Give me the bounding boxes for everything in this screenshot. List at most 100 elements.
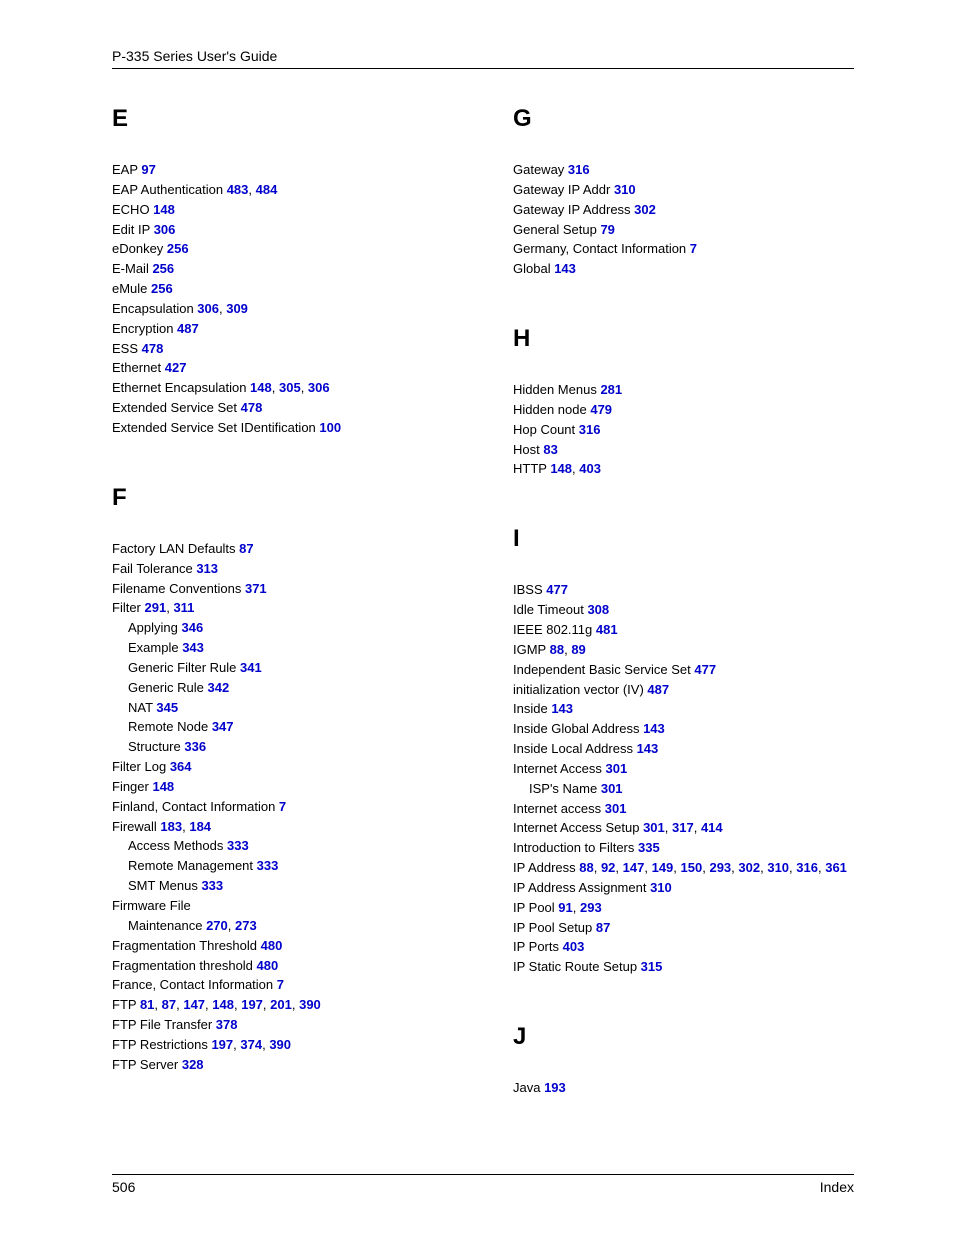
page-link[interactable]: 7 <box>277 977 284 992</box>
page-link[interactable]: 150 <box>681 860 703 875</box>
page-link[interactable]: 371 <box>245 581 267 596</box>
page-link[interactable]: 87 <box>162 997 176 1012</box>
page-link[interactable]: 317 <box>672 820 694 835</box>
page-link[interactable]: 293 <box>580 900 602 915</box>
page-link[interactable]: 342 <box>207 680 229 695</box>
page-link[interactable]: 316 <box>796 860 818 875</box>
page-link[interactable]: 309 <box>226 301 248 316</box>
page-link[interactable]: 306 <box>154 222 176 237</box>
page-link[interactable]: 184 <box>189 819 211 834</box>
page-link[interactable]: 364 <box>170 759 192 774</box>
page-link[interactable]: 7 <box>690 241 697 256</box>
page-link[interactable]: 79 <box>600 222 614 237</box>
page-link[interactable]: 88 <box>550 642 564 657</box>
page-link[interactable]: 477 <box>694 662 716 677</box>
page-link[interactable]: 81 <box>140 997 154 1012</box>
page-link[interactable]: 403 <box>563 939 585 954</box>
page-link[interactable]: 343 <box>182 640 204 655</box>
page-link[interactable]: 316 <box>579 422 601 437</box>
page-link[interactable]: 301 <box>601 781 623 796</box>
page-link[interactable]: 302 <box>738 860 760 875</box>
page-link[interactable]: 91 <box>558 900 572 915</box>
page-link[interactable]: 281 <box>600 382 622 397</box>
page-link[interactable]: 333 <box>257 858 279 873</box>
page-link[interactable]: 483 <box>227 182 249 197</box>
page-link[interactable]: 273 <box>235 918 257 933</box>
page-link[interactable]: 100 <box>319 420 341 435</box>
page-link[interactable]: 310 <box>767 860 789 875</box>
page-link[interactable]: 481 <box>596 622 618 637</box>
page-link[interactable]: 390 <box>269 1037 291 1052</box>
page-link[interactable]: 333 <box>227 838 249 853</box>
page-link[interactable]: 301 <box>605 801 627 816</box>
page-link[interactable]: 333 <box>201 878 223 893</box>
page-link[interactable]: 256 <box>167 241 189 256</box>
page-link[interactable]: 347 <box>212 719 234 734</box>
page-link[interactable]: 478 <box>142 341 164 356</box>
page-link[interactable]: 87 <box>239 541 253 556</box>
page-link[interactable]: 310 <box>614 182 636 197</box>
page-link[interactable]: 270 <box>206 918 228 933</box>
page-link[interactable]: 148 <box>250 380 272 395</box>
page-link[interactable]: 315 <box>641 959 663 974</box>
page-link[interactable]: 148 <box>152 779 174 794</box>
page-link[interactable]: 480 <box>261 938 283 953</box>
page-link[interactable]: 480 <box>257 958 279 973</box>
page-link[interactable]: 335 <box>638 840 660 855</box>
page-link[interactable]: 390 <box>299 997 321 1012</box>
page-link[interactable]: 147 <box>183 997 205 1012</box>
page-link[interactable]: 143 <box>637 741 659 756</box>
page-link[interactable]: 197 <box>241 997 263 1012</box>
page-link[interactable]: 88 <box>579 860 593 875</box>
page-link[interactable]: 306 <box>308 380 330 395</box>
page-link[interactable]: 97 <box>141 162 155 177</box>
page-link[interactable]: 193 <box>544 1080 566 1095</box>
page-link[interactable]: 87 <box>596 920 610 935</box>
page-link[interactable]: 143 <box>643 721 665 736</box>
page-link[interactable]: 305 <box>279 380 301 395</box>
page-link[interactable]: 311 <box>173 600 194 615</box>
page-link[interactable]: 336 <box>184 739 206 754</box>
page-link[interactable]: 148 <box>550 461 572 476</box>
page-link[interactable]: 301 <box>643 820 665 835</box>
page-link[interactable]: 197 <box>211 1037 233 1052</box>
page-link[interactable]: 414 <box>701 820 723 835</box>
page-link[interactable]: 291 <box>145 600 167 615</box>
page-link[interactable]: 92 <box>601 860 615 875</box>
page-link[interactable]: 143 <box>551 701 573 716</box>
page-link[interactable]: 147 <box>623 860 645 875</box>
page-link[interactable]: 487 <box>177 321 199 336</box>
page-link[interactable]: 316 <box>568 162 590 177</box>
page-link[interactable]: 479 <box>590 402 612 417</box>
page-link[interactable]: 346 <box>181 620 203 635</box>
page-link[interactable]: 341 <box>240 660 262 675</box>
page-link[interactable]: 484 <box>256 182 278 197</box>
page-link[interactable]: 427 <box>165 360 187 375</box>
page-link[interactable]: 149 <box>652 860 674 875</box>
page-link[interactable]: 7 <box>279 799 286 814</box>
page-link[interactable]: 201 <box>270 997 292 1012</box>
page-link[interactable]: 487 <box>647 682 669 697</box>
page-link[interactable]: 310 <box>650 880 672 895</box>
page-link[interactable]: 293 <box>709 860 731 875</box>
page-link[interactable]: 256 <box>152 261 174 276</box>
page-link[interactable]: 345 <box>156 700 178 715</box>
page-link[interactable]: 183 <box>160 819 182 834</box>
page-link[interactable]: 302 <box>634 202 656 217</box>
page-link[interactable]: 306 <box>197 301 219 316</box>
page-link[interactable]: 378 <box>216 1017 238 1032</box>
page-link[interactable]: 313 <box>196 561 218 576</box>
page-link[interactable]: 148 <box>153 202 175 217</box>
page-link[interactable]: 143 <box>554 261 576 276</box>
page-link[interactable]: 301 <box>606 761 628 776</box>
page-link[interactable]: 256 <box>151 281 173 296</box>
page-link[interactable]: 83 <box>543 442 557 457</box>
page-link[interactable]: 89 <box>571 642 585 657</box>
page-link[interactable]: 308 <box>587 602 609 617</box>
page-link[interactable]: 403 <box>579 461 601 476</box>
page-link[interactable]: 328 <box>182 1057 204 1072</box>
page-link[interactable]: 361 <box>825 860 847 875</box>
page-link[interactable]: 374 <box>240 1037 262 1052</box>
page-link[interactable]: 478 <box>241 400 263 415</box>
page-link[interactable]: 477 <box>546 582 568 597</box>
